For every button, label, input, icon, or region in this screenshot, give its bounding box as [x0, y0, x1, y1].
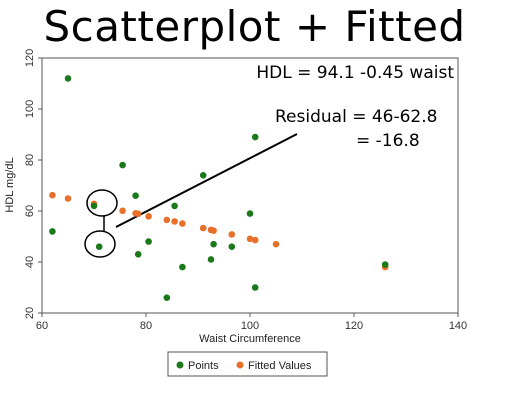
x-tick-label: 60	[36, 320, 48, 332]
fit-line-callout	[115, 133, 298, 228]
observed-value-circle	[84, 230, 116, 258]
x-tick-label: 100	[241, 320, 259, 332]
legend-box	[167, 351, 328, 377]
y-tick-label: 120	[24, 49, 36, 67]
observed-point	[145, 238, 152, 245]
observed-point	[49, 228, 56, 235]
fitted-point	[49, 191, 56, 199]
legend-points-label: Points	[188, 360, 219, 372]
fitted-point	[145, 213, 152, 220]
residual-value-label: = -16.8	[356, 131, 420, 151]
fitted-point	[134, 210, 142, 218]
x-tick-label: 120	[345, 320, 363, 332]
fitted-point	[179, 220, 186, 227]
fitted-point	[246, 235, 254, 243]
legend-points-marker	[176, 361, 184, 369]
fitted-point	[210, 227, 217, 234]
observed-point	[246, 210, 254, 217]
legend: Points Fitted Values	[167, 351, 328, 377]
plot-frame	[41, 57, 459, 314]
fitted-point	[163, 216, 171, 224]
observed-point	[95, 243, 103, 250]
x-axis-title: Waist Circumference	[199, 333, 301, 345]
observed-point	[171, 202, 178, 210]
observed-point	[90, 202, 98, 210]
legend-fitted-label: Fitted Values	[248, 360, 312, 372]
fitted-point	[251, 236, 259, 244]
fitted-point	[199, 224, 207, 232]
observed-point	[64, 75, 72, 82]
observed-point	[132, 192, 139, 199]
points-layer	[49, 75, 389, 302]
x-tick-label: 140	[449, 320, 467, 332]
fitted-point	[228, 231, 236, 238]
fitted-point	[119, 207, 126, 215]
fitted-point	[272, 240, 280, 248]
y-tick-label: 20	[24, 307, 36, 319]
observed-point	[134, 251, 142, 258]
observed-point	[207, 256, 215, 263]
observed-point	[251, 284, 259, 291]
observed-point	[179, 263, 186, 271]
observed-point	[251, 133, 259, 141]
observed-point	[381, 261, 389, 268]
observed-point	[119, 161, 126, 169]
fitted-point	[171, 218, 178, 225]
y-axis-title: HDL mg/dL	[4, 157, 16, 212]
y-tick-label: 80	[24, 154, 36, 166]
equation-label: HDL = 94.1 -0.45 waist	[256, 63, 454, 83]
observed-point	[228, 243, 236, 250]
residual-label: Residual = 46-62.8	[275, 107, 437, 127]
fitted-point	[64, 195, 72, 202]
observed-point	[210, 240, 217, 248]
annotation-layer	[84, 133, 298, 258]
y-tick-label: 40	[24, 256, 36, 268]
y-tick-label: 60	[24, 205, 36, 217]
observed-point	[199, 172, 207, 179]
legend-fitted-marker	[236, 361, 244, 369]
fitted-value-circle	[86, 189, 118, 217]
slide-title: Scatterplot + Fitted	[43, 2, 466, 51]
y-tick-label: 100	[24, 100, 36, 118]
x-tick-label: 80	[140, 320, 152, 332]
ticks-layer: 60 80 100 120 140 20 40 60 80 100 120	[24, 49, 467, 332]
observed-point	[163, 294, 171, 302]
